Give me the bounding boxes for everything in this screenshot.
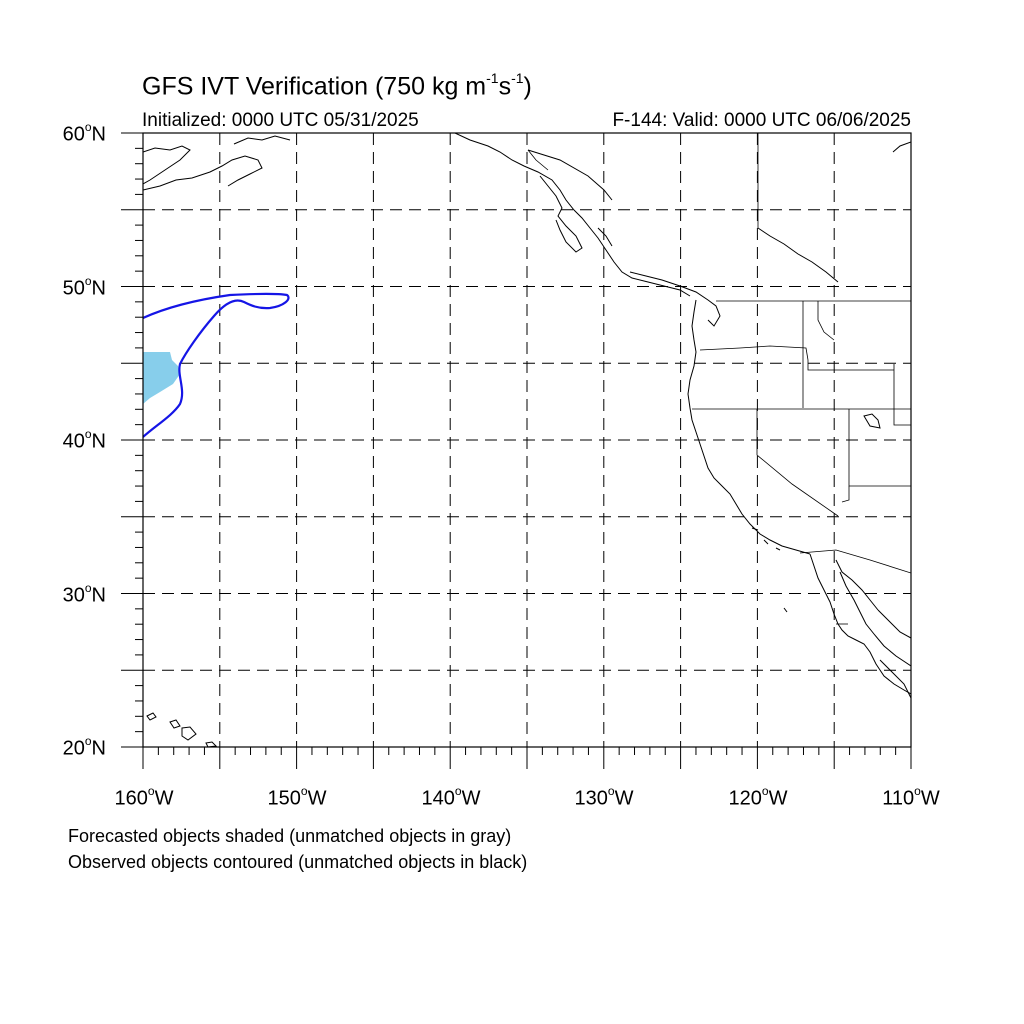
legend-forecast-note: Forecasted objects shaded (unmatched obj… [68, 826, 512, 846]
lon-label-130w: 130oW [574, 784, 634, 810]
lat-label-30n: 30oN [62, 581, 106, 607]
lat-label-50n: 50oN [62, 274, 106, 300]
lon-label-140w: 140oW [421, 784, 481, 810]
gridlines [143, 133, 911, 747]
coastlines [143, 133, 911, 747]
lon-label-160w: 160oW [114, 784, 174, 810]
lon-label-120w: 120oW [728, 784, 788, 810]
valid-time: F-144: Valid: 0000 UTC 06/06/2025 [612, 110, 911, 131]
lat-label-60n: 60oN [62, 120, 106, 146]
axis-ticks [121, 132, 912, 769]
initialized-time: Initialized: 0000 UTC 05/31/2025 [142, 110, 419, 131]
observed-object-contour [143, 292, 290, 438]
lon-label-150w: 150oW [267, 784, 327, 810]
political-boundaries [527, 133, 911, 625]
lon-label-110w: 110oW [882, 784, 940, 810]
map-features [143, 133, 911, 747]
forecast-object [143, 352, 180, 404]
lat-label-40n: 40oN [62, 427, 106, 453]
lat-label-20n: 20oN [62, 734, 106, 760]
chart-title: GFS IVT Verification (750 kg m-1s-1) [142, 70, 532, 101]
legend-observed-note: Observed objects contoured (unmatched ob… [68, 852, 528, 872]
